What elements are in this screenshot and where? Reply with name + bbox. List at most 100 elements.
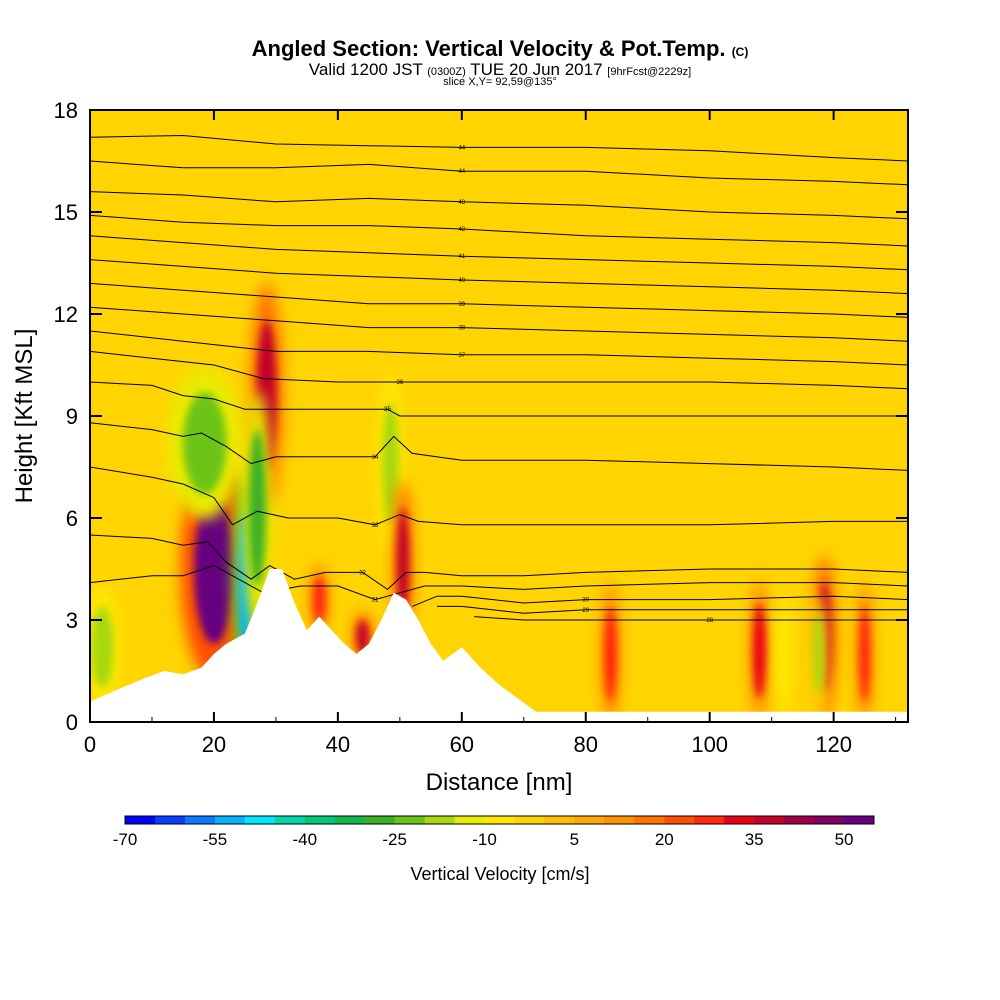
colorbar-swatch — [244, 816, 276, 824]
valid-time: Valid 1200 JST — [308, 60, 423, 79]
chart-subtitle: Valid 1200 JST (0300Z) TUE 20 Jun 2017 [… — [0, 60, 1000, 80]
valid-utc: (0300Z) — [427, 66, 466, 78]
isentrope-line — [412, 595, 908, 607]
colorbar-tick-label: -70 — [113, 830, 138, 849]
x-tick-label: 20 — [202, 732, 226, 757]
velocity-cell — [396, 507, 410, 617]
isentrope-line — [90, 350, 908, 390]
isentrope-label: 33 — [372, 523, 379, 529]
velocity-cell — [182, 392, 227, 495]
isentrope-line — [90, 134, 908, 162]
y-tick-label: 0 — [66, 710, 78, 735]
isentrope-line — [90, 259, 908, 295]
isentrope-line — [90, 306, 908, 342]
colorbar-swatch — [364, 816, 396, 824]
isentrope-line — [90, 191, 908, 220]
colorbar-swatch — [814, 816, 845, 824]
colorbar-tick-label: -40 — [292, 830, 317, 849]
isentrope-label: 39 — [458, 302, 465, 308]
colorbar-swatch — [424, 816, 456, 824]
isentrope-label: 37 — [458, 353, 465, 359]
y-axis-label: Height [Kft MSL] — [11, 329, 38, 504]
y-tick-label: 6 — [66, 506, 78, 531]
colorbar-swatch — [844, 816, 875, 824]
colorbar-swatch — [634, 816, 665, 824]
isentrope-line — [90, 381, 908, 417]
colorbar-label: Vertical Velocity [cm/s] — [410, 864, 589, 884]
y-tick-label: 18 — [54, 98, 78, 123]
isentrope-label: 44 — [458, 145, 465, 151]
colorbar-swatch — [574, 816, 605, 824]
colorbar-swatch — [454, 816, 486, 824]
chart-title: Angled Section: Vertical Velocity & Pot.… — [0, 36, 1000, 62]
velocity-cell — [753, 603, 766, 699]
isentrope-line — [90, 565, 908, 601]
isentrope-label: 28 — [706, 618, 713, 624]
velocity-cell — [779, 613, 789, 695]
isentrope-label: 32 — [359, 570, 366, 576]
isentrope-label: 42 — [458, 227, 465, 233]
colorbar-tick-label: -55 — [203, 830, 228, 849]
colorbar-swatch — [394, 816, 426, 824]
colorbar-swatch — [664, 816, 695, 824]
isentrope-line — [90, 466, 908, 526]
colorbar-frame — [124, 815, 875, 825]
velocity-cell — [382, 402, 399, 525]
isentropes: 44 44 43 42 41 40 39 38 37 36 35 34 33 32 31 30 29 28 — [90, 134, 908, 624]
isentrope-line — [90, 282, 908, 318]
x-tick-label: 120 — [815, 732, 852, 757]
y-tick-label: 15 — [54, 200, 78, 225]
isentrope-label: 40 — [458, 278, 465, 284]
x-tick-label: 60 — [450, 732, 474, 757]
isentrope-line — [90, 422, 908, 471]
isentrope-label: 43 — [458, 200, 465, 206]
isentrope-line — [90, 330, 908, 366]
colorbar-swatch — [484, 816, 515, 824]
slice-info: slice X,Y= 92,59@135° — [443, 76, 557, 88]
x-tick-label: 0 — [84, 732, 96, 757]
colorbar-tick-label: -10 — [472, 830, 497, 849]
isentrope-line — [90, 534, 908, 591]
forecast-tag: [9hrFcst@2229z] — [607, 66, 692, 78]
isentrope-line — [90, 235, 908, 271]
colorbar-swatch — [724, 816, 755, 824]
colorbar-swatch — [274, 816, 306, 824]
velocity-cell — [859, 606, 871, 702]
isentrope-line — [474, 616, 908, 621]
colorbar-swatch — [514, 816, 545, 824]
x-tick-label: 40 — [326, 732, 350, 757]
colorbar-swatch — [125, 816, 156, 824]
velocity-cell — [91, 606, 114, 688]
colorbar-swatch — [544, 816, 575, 824]
isentrope-line — [90, 160, 908, 186]
x-axis-label: Distance [nm] — [426, 769, 573, 796]
colorbar-tick-label: 50 — [835, 830, 854, 849]
y-tick-label: 9 — [66, 404, 78, 429]
isentrope-line — [437, 605, 908, 614]
title-unit: (C) — [731, 45, 749, 59]
isentrope-label: 31 — [372, 598, 379, 604]
colorbar-swatch — [154, 816, 186, 824]
colorbar-swatch — [784, 816, 815, 824]
y-tick-label: 12 — [54, 302, 78, 327]
colorbar-tick-label: -25 — [382, 830, 407, 849]
isentrope-label: 36 — [397, 380, 404, 386]
isentrope-label: 35 — [384, 407, 391, 413]
colorbar-swatch — [694, 816, 725, 824]
colorbar-tick-label: 20 — [655, 830, 674, 849]
terrain-mask — [90, 569, 908, 722]
velocity-cell — [313, 575, 326, 624]
velocity-cell — [813, 613, 824, 695]
colorbar-swatch — [184, 816, 216, 824]
colorbar-swatch — [304, 816, 336, 824]
y-tick-label: 3 — [66, 608, 78, 633]
colorbar-tick-label: 5 — [570, 830, 579, 849]
x-tick-label: 100 — [691, 732, 728, 757]
colorbar-tick-label: 35 — [745, 830, 764, 849]
colorbar-swatch — [214, 816, 246, 824]
colorbar-swatch — [334, 816, 366, 824]
velocity-cell — [604, 606, 617, 702]
colorbar-swatch — [754, 816, 785, 824]
isentrope-label: 29 — [582, 608, 589, 614]
